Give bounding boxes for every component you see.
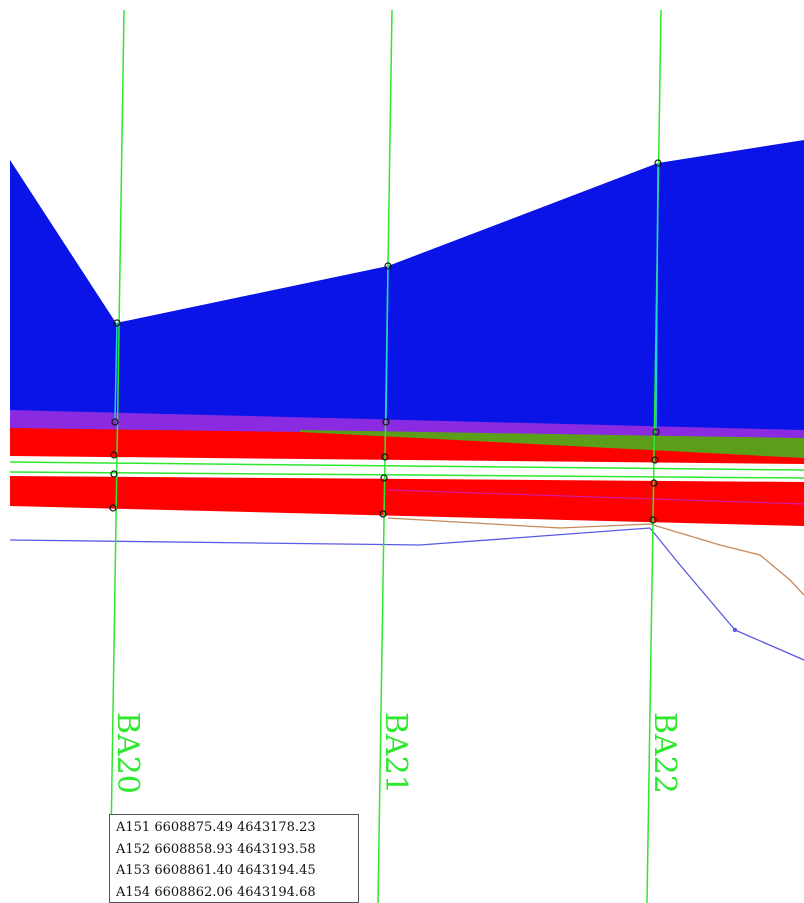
survey-point[interactable] xyxy=(384,262,392,270)
red-band-lower xyxy=(10,476,804,526)
survey-point[interactable] xyxy=(649,516,657,524)
section-segment xyxy=(655,162,659,431)
profile-point[interactable] xyxy=(732,627,738,633)
survey-point[interactable] xyxy=(382,418,390,426)
survey-point[interactable] xyxy=(651,456,659,464)
survey-point[interactable] xyxy=(109,504,117,512)
section-label-ba22: BA22 xyxy=(647,712,682,794)
survey-point[interactable] xyxy=(113,319,121,327)
survey-point[interactable] xyxy=(381,453,389,461)
survey-point[interactable] xyxy=(652,428,660,436)
section-line-ba22[interactable] xyxy=(646,9,662,903)
survey-point[interactable] xyxy=(654,159,662,167)
survey-point[interactable] xyxy=(111,418,119,426)
survey-point[interactable] xyxy=(379,510,387,518)
survey-point[interactable] xyxy=(110,470,118,478)
red-band-upper xyxy=(10,428,804,464)
coordinate-row: A151 6608875.49 4643178.23 xyxy=(116,820,316,835)
coordinate-row: A154 6608862.06 4643194.68 xyxy=(116,884,316,900)
green-profile-line xyxy=(9,471,804,479)
section-label-ba20: BA20 xyxy=(110,712,145,794)
section-label-ba21: BA21 xyxy=(378,712,413,794)
blue-profile-line xyxy=(9,527,804,661)
section-segment xyxy=(114,322,118,421)
coordinate-table: A151 6608875.49 4643178.23 A152 6608858.… xyxy=(109,814,359,903)
coordinate-row: A153 6608861.40 4643194.45 xyxy=(116,863,316,878)
green-band xyxy=(300,430,804,458)
survey-point[interactable] xyxy=(650,479,658,487)
survey-points xyxy=(109,159,662,524)
magenta-profile-line xyxy=(387,489,804,505)
section-segment xyxy=(385,265,389,421)
orange-profile-line xyxy=(387,517,804,596)
coordinate-row: A152 6608858.93 4643193.58 xyxy=(116,841,316,857)
survey-point[interactable] xyxy=(380,474,388,482)
water-area xyxy=(10,140,804,440)
section-line-ba21[interactable] xyxy=(377,9,393,903)
survey-point[interactable] xyxy=(110,451,118,459)
green-profile-line xyxy=(9,461,804,471)
